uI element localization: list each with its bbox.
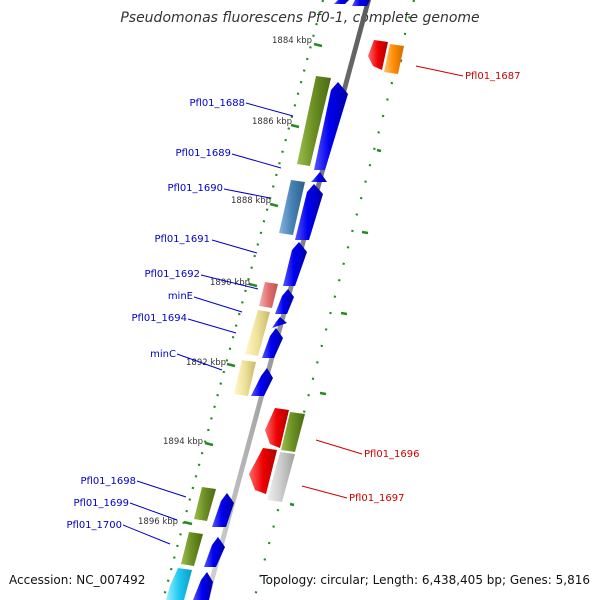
gene-label[interactable]: Pfl01_1690 [167,183,223,194]
gene-label[interactable]: Pfl01_1694 [131,313,187,324]
scale-label: 1894 kbp [163,437,203,447]
gene-arrow[interactable] [314,82,348,170]
scale-label: 1892 kbp [186,358,226,368]
gene-box-mine[interactable] [245,310,270,356]
gene-arrow-reverse[interactable] [265,408,289,448]
gene-label[interactable]: Pfl01_1689 [175,148,231,159]
gene-label[interactable]: Pfl01_1687 [465,71,521,82]
gene-box-pfl01-1698[interactable] [194,487,216,521]
scale-label: 1890 kbp [210,278,250,288]
gene-box-pfl01-1690[interactable] [279,180,305,235]
gene-box-pfl01-1697[interactable] [267,452,295,502]
scale-ticks [183,42,403,526]
gene-arrow[interactable] [295,184,323,240]
gene-arrow[interactable] [352,0,370,6]
gene-label[interactable]: Pfl01_1691 [154,234,210,245]
gene-box-pfl01-1700[interactable] [166,568,192,600]
gene-arrow[interactable] [283,242,307,286]
gene-arrow[interactable] [262,328,283,358]
gene-label[interactable]: Pfl01_1692 [144,269,200,280]
gene-arrow[interactable] [204,537,225,567]
gene-label[interactable]: minE [168,291,193,302]
gene-box-pfl01-1692[interactable] [259,282,278,308]
scale-label: 1888 kbp [231,196,271,206]
gene-arrow[interactable] [272,317,287,328]
scale-label: 1886 kbp [252,117,292,127]
gene-box-pfl01-1696[interactable] [281,412,305,452]
gene-arrow[interactable] [212,493,234,527]
map-title: Pseudomonas fluorescens Pf0-1, complete … [120,10,480,26]
gene-arrow-reverse[interactable] [368,40,388,70]
genome-summary: Topology: circular; Length: 6,438,405 bp… [260,573,590,587]
gene-box-pfl01-1688[interactable] [297,76,331,166]
gene-arrow[interactable] [193,572,213,600]
gene-arrow[interactable] [251,368,273,396]
gene-box-pfl01-1687[interactable] [384,44,404,74]
gene-label[interactable]: Pfl01_1699 [73,498,129,509]
gene-arrow[interactable] [334,0,349,4]
gene-label[interactable]: Pfl01_1696 [364,449,420,460]
gene-arrow-reverse[interactable] [249,448,277,494]
scale-tick-row-inner [161,0,325,600]
scale-label: 1884 kbp [272,36,312,46]
scale-label: 1896 kbp [138,517,178,527]
gene-label[interactable]: Pfl01_1697 [349,493,405,504]
gene-label[interactable]: Pfl01_1688 [189,98,245,109]
gene-label[interactable]: Pfl01_1700 [66,520,122,531]
gene-box-minc[interactable] [234,360,256,396]
gene-arrow[interactable] [275,289,294,314]
accession-label: Accession: NC_007492 [9,573,146,587]
feature-tick-row-outer [252,0,416,600]
gene-label[interactable]: minC [150,349,176,360]
gene-box-pfl01-1699[interactable] [181,532,203,566]
gene-label[interactable]: Pfl01_1698 [80,476,136,487]
gene-arrow[interactable] [311,172,327,182]
